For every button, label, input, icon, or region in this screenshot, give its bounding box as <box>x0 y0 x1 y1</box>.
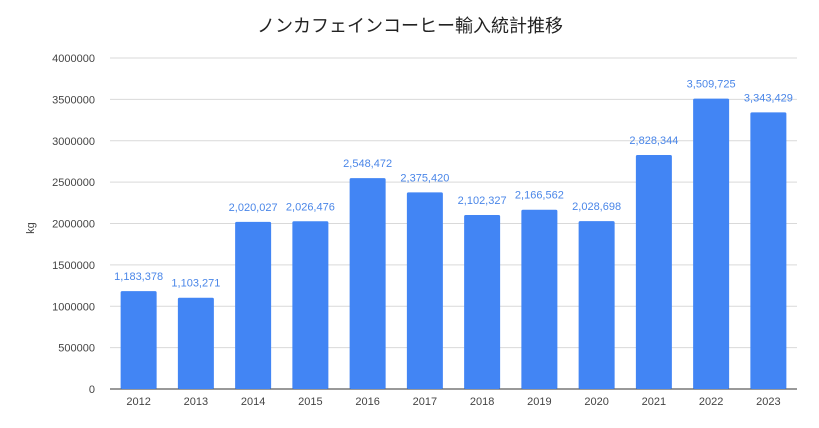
data-label: 1,103,271 <box>171 278 220 290</box>
x-tick-label: 2016 <box>355 396 379 408</box>
y-tick-label: 2000000 <box>52 219 95 231</box>
bar-2015 <box>292 221 329 389</box>
data-label: 2,548,472 <box>343 158 392 170</box>
y-tick-label: 1500000 <box>52 260 95 272</box>
data-label: 2,102,327 <box>458 195 507 207</box>
y-tick-label: 3500000 <box>52 94 95 106</box>
x-tick-label: 2012 <box>126 396 150 408</box>
y-tick-label: 500000 <box>58 343 95 355</box>
y-tick-label: 4000000 <box>52 53 95 65</box>
data-label: 2,020,027 <box>229 202 278 214</box>
data-label: 2,375,420 <box>400 172 449 184</box>
bar-2022 <box>693 98 730 390</box>
bar-2012 <box>120 291 157 389</box>
x-tick-label: 2018 <box>470 396 494 408</box>
x-tick-label: 2022 <box>699 396 723 408</box>
data-label: 3,509,725 <box>687 79 736 91</box>
bar-2013 <box>177 297 214 389</box>
bar-2018 <box>464 215 501 389</box>
data-label: 2,026,476 <box>286 201 335 213</box>
data-label: 1,183,378 <box>114 271 163 283</box>
bar-2023 <box>750 112 787 390</box>
y-tick-label: 0 <box>89 384 95 396</box>
data-label: 2,828,344 <box>629 135 678 147</box>
x-tick-label: 2021 <box>642 396 666 408</box>
x-tick-label: 2015 <box>298 396 322 408</box>
data-label: 3,343,429 <box>744 92 793 104</box>
y-tick-label: 3000000 <box>52 136 95 148</box>
data-label: 2,028,698 <box>572 201 621 213</box>
data-label: 2,166,562 <box>515 190 564 202</box>
bar-2020 <box>578 221 615 389</box>
chart-title: ノンカフェインコーヒー輸入統計推移 <box>257 16 563 37</box>
bar-2014 <box>235 221 272 389</box>
bar-2021 <box>635 154 672 389</box>
bar-2017 <box>406 192 443 389</box>
y-axis-label: kg <box>25 222 37 234</box>
bar-2019 <box>521 209 558 389</box>
x-tick-label: 2020 <box>584 396 608 408</box>
x-tick-label: 2013 <box>184 396 208 408</box>
y-tick-label: 2500000 <box>52 177 95 189</box>
x-tick-label: 2019 <box>527 396 551 408</box>
x-tick-label: 2014 <box>241 396 265 408</box>
x-tick-label: 2023 <box>756 396 780 408</box>
bar-2016 <box>349 178 386 389</box>
y-tick-label: 1000000 <box>52 301 95 313</box>
x-tick-label: 2017 <box>413 396 437 408</box>
